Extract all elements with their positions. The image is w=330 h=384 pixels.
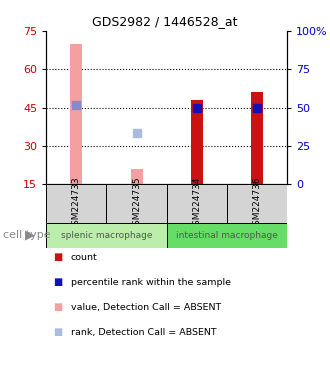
- Bar: [167, 223, 287, 248]
- Bar: [167, 184, 227, 223]
- Bar: [46, 223, 167, 248]
- Bar: [131, 169, 143, 184]
- Bar: [46, 184, 106, 223]
- Text: GSM224733: GSM224733: [72, 176, 81, 231]
- Text: GDS2982 / 1446528_at: GDS2982 / 1446528_at: [92, 15, 238, 28]
- Bar: [106, 184, 167, 223]
- Text: count: count: [71, 253, 98, 262]
- Text: rank, Detection Call = ABSENT: rank, Detection Call = ABSENT: [71, 328, 216, 337]
- Text: GSM224734: GSM224734: [192, 176, 201, 231]
- Text: value, Detection Call = ABSENT: value, Detection Call = ABSENT: [71, 303, 221, 312]
- Text: ■: ■: [53, 302, 62, 312]
- Text: ■: ■: [53, 277, 62, 287]
- Text: ■: ■: [53, 327, 62, 337]
- Bar: [227, 184, 287, 223]
- Text: ▶: ▶: [25, 229, 35, 242]
- Text: ■: ■: [53, 252, 62, 262]
- Bar: [251, 92, 263, 184]
- Text: splenic macrophage: splenic macrophage: [61, 231, 152, 240]
- Bar: [70, 43, 82, 184]
- Text: GSM224736: GSM224736: [252, 176, 261, 231]
- Text: GSM224735: GSM224735: [132, 176, 141, 231]
- Bar: [191, 100, 203, 184]
- Text: percentile rank within the sample: percentile rank within the sample: [71, 278, 231, 287]
- Text: cell type: cell type: [3, 230, 51, 240]
- Text: intestinal macrophage: intestinal macrophage: [176, 231, 278, 240]
